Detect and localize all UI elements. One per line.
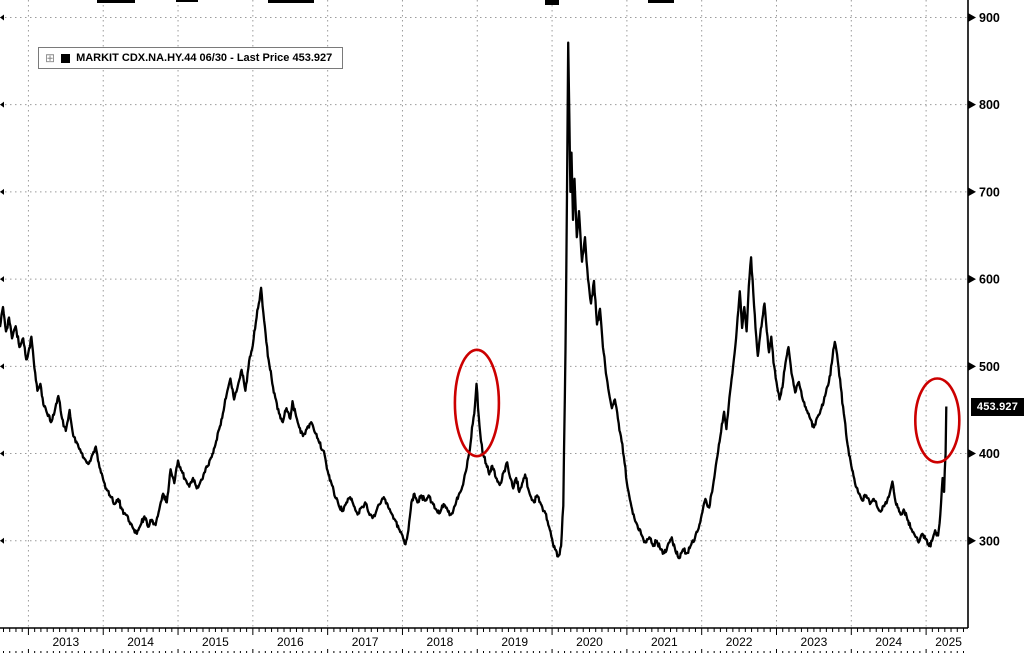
- last-price-badge: 453.927: [971, 398, 1024, 416]
- annotation-ellipse: [453, 348, 501, 458]
- y-tick-arrow-icon: [968, 187, 976, 197]
- y-tick-arrow-icon: [968, 12, 976, 22]
- x-tick-label: 2023: [801, 635, 828, 649]
- x-tick-label: 2025: [935, 635, 962, 649]
- x-tick-label: 2015: [202, 635, 229, 649]
- x-tick-label: 2022: [726, 635, 753, 649]
- x-tick-label: 2018: [427, 635, 454, 649]
- y-tick-arrow-icon: [968, 449, 976, 459]
- y-axis-labels: 300 400 500 600 700 800 900: [968, 11, 1000, 548]
- cropped-ui-fragment: [97, 0, 135, 3]
- y-tick-label: 500: [979, 360, 1000, 374]
- y-tick-label: 900: [979, 11, 1000, 25]
- cropped-ui-fragment: [648, 0, 674, 3]
- cropped-ui-fragment: [176, 0, 198, 2]
- x-tick-label: 2024: [875, 635, 902, 649]
- x-tick-label: 2020: [576, 635, 603, 649]
- x-axis-ticks: [2, 628, 965, 653]
- cropped-ui-fragment: [268, 0, 314, 3]
- axes: [0, 0, 969, 629]
- series-swatch-icon: [61, 53, 71, 63]
- x-tick-label: 2017: [352, 635, 379, 649]
- y-tick-arrow-icon: [968, 274, 976, 284]
- legend-expand-icon[interactable]: ⊞: [45, 51, 56, 65]
- x-tick-label: 2019: [501, 635, 528, 649]
- series-line: [0, 41, 948, 560]
- y-tick-label: 400: [979, 447, 1000, 461]
- legend-box[interactable]: ⊞ MARKIT CDX.NA.HY.44 06/30 - Last Price…: [38, 47, 344, 69]
- gridlines: [0, 0, 968, 628]
- left-axis-ticks: [0, 14, 4, 544]
- y-tick-arrow-icon: [968, 100, 976, 110]
- y-tick-label: 300: [979, 534, 1000, 548]
- y-tick-label: 800: [979, 98, 1000, 112]
- cropped-ui-fragment: [545, 0, 559, 5]
- y-tick-label: 700: [979, 185, 1000, 199]
- x-tick-label: 2013: [52, 635, 79, 649]
- legend-label: MARKIT CDX.NA.HY.44 06/30 - Last Price 4…: [76, 52, 333, 64]
- annotation-ellipse: [913, 377, 961, 464]
- x-tick-label: 2014: [127, 635, 154, 649]
- y-tick-label: 600: [979, 273, 1000, 287]
- x-axis-labels: 2013 2014 2015 2016 2017 2018 2019 2020 2021 2022…: [52, 635, 962, 649]
- x-tick-label: 2016: [277, 635, 304, 649]
- y-tick-arrow-icon: [968, 361, 976, 371]
- x-tick-label: 2021: [651, 635, 678, 649]
- y-tick-arrow-icon: [968, 536, 976, 546]
